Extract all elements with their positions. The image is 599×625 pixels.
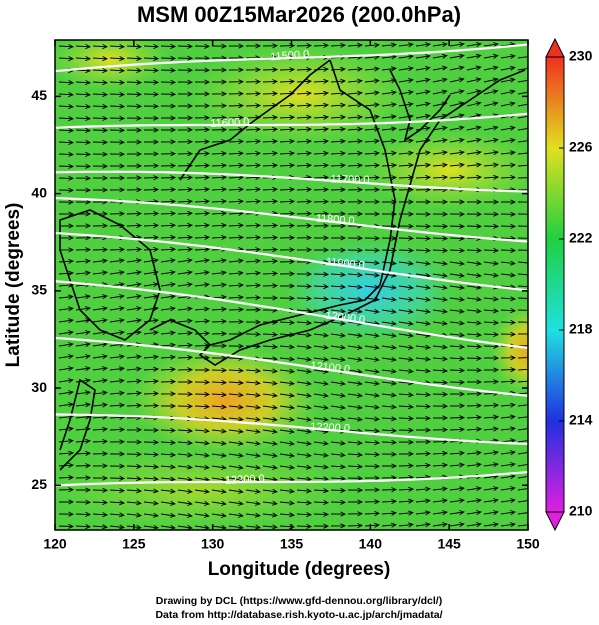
- contour-line: [55, 112, 528, 129]
- x-tick-label: 140: [359, 536, 383, 552]
- contour-label: 12100.0: [310, 360, 351, 376]
- contour-line: [55, 336, 528, 397]
- contour-label: 11500.0: [270, 48, 310, 63]
- field-patch: [55, 40, 170, 90]
- colorbar-tick-label: 218: [569, 321, 593, 337]
- x-tick-label: 130: [201, 536, 225, 552]
- colorbar-scale: [545, 56, 565, 513]
- contour-line: [55, 231, 528, 292]
- colorbar-extend-low: [545, 511, 565, 532]
- contour-label: 11900.0: [325, 256, 365, 272]
- plot-area: 11500.0 11600.0 11700.0 11800.0 11900.0 12000…: [55, 40, 528, 530]
- colorbar-tick-label: 214: [569, 412, 593, 428]
- contour-line: [55, 196, 528, 243]
- y-tick-label: 25: [31, 476, 47, 492]
- height-contours: 11500.0 11600.0 11700.0 11800.0 11900.0 12000…: [55, 43, 528, 487]
- y-tick-label: 35: [31, 282, 47, 298]
- x-tick-label: 120: [43, 536, 67, 552]
- contour-label: 12000.0: [325, 310, 366, 327]
- contour-line: [55, 413, 528, 446]
- y-tick-label: 45: [31, 87, 47, 103]
- contour-line: [55, 43, 528, 73]
- colorbar-tick-label: 222: [569, 230, 593, 246]
- colorbar-extend-high: [545, 37, 565, 58]
- credit: Data from http://database.rish.kyoto-u.a…: [155, 609, 442, 621]
- field-patch: [190, 45, 410, 145]
- x-tick-label: 125: [122, 536, 146, 552]
- colorbar-tick-label: 230: [569, 48, 593, 64]
- field-patch: [130, 345, 320, 455]
- contour-label: 11800.0: [315, 213, 355, 228]
- contour-label: 12200.0: [310, 421, 350, 435]
- coastlines: [59, 59, 526, 471]
- wind-arrows: [58, 41, 528, 530]
- x-tick-label: 135: [280, 536, 304, 552]
- colorbar-tick-label: 226: [569, 139, 593, 155]
- colorbar: 210 214 218 222 226 230: [545, 37, 593, 532]
- x-tick-label: 145: [437, 536, 461, 552]
- contour-line: [55, 470, 528, 487]
- axes: 120 125 130 135 140 145 150 25 30 35 40 45: [31, 40, 540, 552]
- y-tick-label: 40: [31, 184, 47, 200]
- field-patch: [490, 305, 528, 395]
- contour-label: 11700.0: [330, 174, 369, 187]
- contour-label: 11600.0: [210, 116, 250, 130]
- y-tick-label: 30: [31, 379, 47, 395]
- field-patch: [55, 450, 350, 530]
- y-axis-label: Latitude (degrees): [3, 203, 24, 368]
- contour-label: 12300.0: [225, 473, 265, 487]
- title: MSM 00Z15Mar2026 (200.0hPa): [137, 2, 461, 27]
- credit: Drawing by DCL (https://www.gfd-dennou.o…: [156, 595, 442, 607]
- contour-line: [55, 170, 528, 193]
- x-axis-label: Longitude (degrees): [208, 559, 391, 580]
- wind-vectors: [58, 41, 528, 530]
- contour-line: [55, 280, 528, 350]
- colorbar-tick-label: 210: [569, 503, 593, 519]
- x-tick-label: 150: [516, 536, 540, 552]
